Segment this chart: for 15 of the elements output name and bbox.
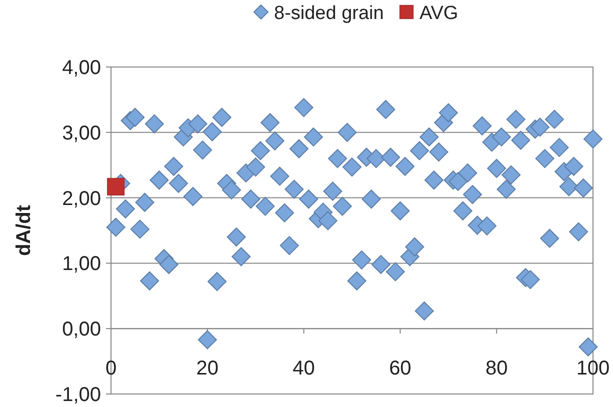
- y-tick-label: 2,00: [62, 188, 101, 210]
- x-tick-label: 20: [196, 358, 219, 380]
- y-tick-label: -1,00: [55, 384, 101, 406]
- x-tick-label: 40: [292, 358, 315, 380]
- y-tick-label: 0,00: [62, 318, 101, 341]
- y-tick-label: 1,00: [62, 253, 101, 276]
- x-tick-label: 100: [576, 358, 610, 380]
- x-tick-label: 0: [105, 358, 117, 380]
- x-tick-label: 80: [485, 358, 508, 380]
- legend-label: 8-sided grain: [274, 3, 384, 24]
- y-tick-label: 4,00: [62, 57, 101, 79]
- legend-label: AVG: [420, 3, 458, 24]
- x-tick-label: 60: [389, 358, 412, 380]
- y-tick-label: 3,00: [62, 122, 101, 144]
- y-axis-title: dA/dt: [13, 204, 35, 256]
